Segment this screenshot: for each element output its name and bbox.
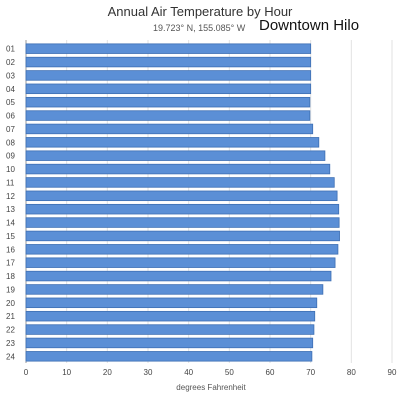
bar (25, 217, 340, 228)
bar (25, 123, 314, 135)
y-tick-label: 17 (6, 259, 15, 268)
y-tick-label: 21 (6, 312, 15, 321)
location-label: Downtown Hilo (259, 17, 360, 34)
x-tick-label: 70 (306, 368, 315, 377)
x-tick-label: 50 (225, 368, 234, 377)
y-tick-label: 23 (6, 339, 15, 348)
bar (25, 270, 332, 282)
y-tick-label: 03 (6, 71, 15, 80)
bar (25, 177, 335, 188)
y-tick-label: 15 (6, 232, 15, 241)
chart-title: Annual Air Temperature by Hour (107, 4, 293, 19)
bar (25, 297, 318, 309)
y-tick-label: 24 (6, 352, 15, 361)
y-tick-label: 14 (6, 219, 15, 228)
y-tick-label: 09 (6, 152, 15, 161)
bar (25, 190, 338, 202)
bar (25, 257, 336, 268)
bar (25, 150, 326, 161)
y-tick-label: 13 (6, 205, 15, 214)
bar (25, 70, 312, 81)
bar (25, 351, 313, 362)
x-tick-label: 90 (388, 368, 397, 377)
bar (25, 110, 311, 121)
x-tick-label: 80 (347, 368, 356, 377)
y-tick-label: 11 (6, 178, 15, 187)
y-tick-label: 19 (6, 285, 15, 294)
x-tick-label: 30 (144, 368, 153, 377)
bars (25, 43, 340, 362)
x-axis-title: degrees Fahrenheit (176, 383, 246, 392)
bar (25, 96, 311, 108)
y-tick-label: 06 (6, 112, 15, 121)
bar (25, 324, 315, 335)
y-tick-label: 07 (6, 125, 15, 134)
x-tick-label: 40 (184, 368, 193, 377)
bar (25, 56, 312, 68)
x-tick-label: 10 (62, 368, 71, 377)
x-tick-labels: 0 10 20 30 40 50 60 70 80 90 (24, 368, 397, 377)
y-tick-label: 16 (6, 245, 15, 254)
y-tick-label: 04 (6, 85, 15, 94)
y-tick-label: 10 (6, 165, 15, 174)
bar (25, 337, 314, 349)
x-tick-label: 0 (24, 368, 29, 377)
bar (25, 83, 312, 95)
bar (25, 163, 331, 175)
bar (25, 284, 324, 295)
chart-subtitle: 19.723° N, 155.085° W (153, 23, 246, 33)
bar (25, 310, 316, 322)
bar (25, 137, 320, 148)
x-tick-label: 20 (103, 368, 112, 377)
y-tick-label: 05 (6, 98, 15, 107)
y-tick-label: 02 (6, 58, 15, 67)
y-tick-label: 22 (6, 326, 15, 335)
y-tick-label: 01 (6, 45, 15, 54)
bar (25, 230, 340, 242)
y-tick-label: 08 (6, 138, 15, 147)
y-tick-label: 20 (6, 299, 15, 308)
y-tick-labels: 01 02 03 04 05 06 07 08 09 10 11 12 13 14 15 16 17 18 19 20… (6, 45, 15, 362)
bar (25, 43, 312, 54)
x-tick-label: 60 (266, 368, 275, 377)
y-tick-label: 18 (6, 272, 15, 281)
bar (25, 244, 339, 255)
y-tick-label: 12 (6, 192, 15, 201)
bar (25, 203, 340, 215)
